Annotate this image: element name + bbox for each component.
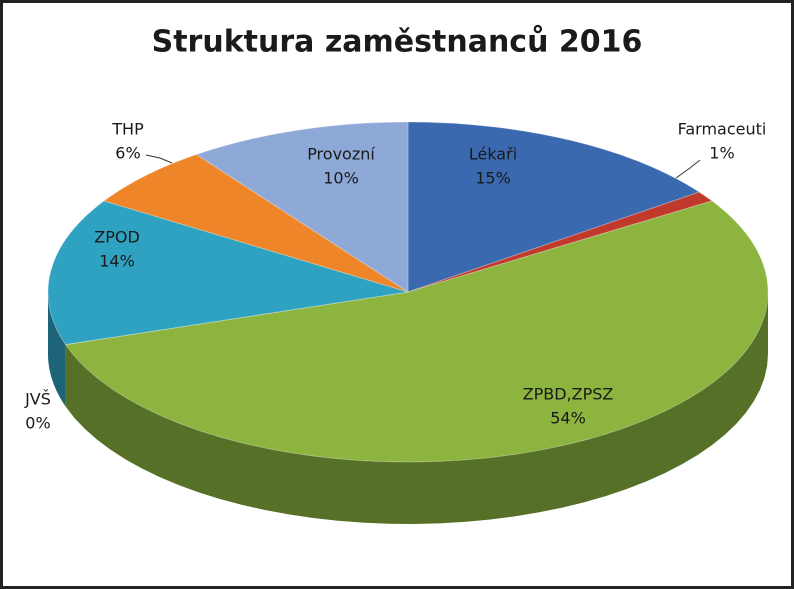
value-label: 15% [475, 169, 511, 188]
pie-side [65, 292, 769, 524]
value-label: 0% [25, 414, 50, 433]
slice-label: THP [111, 120, 144, 139]
chart-title: Struktura zaměstnanců 2016 [152, 24, 643, 60]
pie-side [48, 292, 66, 407]
pie-slice [407, 121, 701, 293]
slice-label: Provozní [307, 145, 375, 164]
pie-slice [64, 200, 769, 463]
value-label: 1% [709, 144, 734, 163]
leader-line [145, 154, 173, 164]
slice-label: ZPBD,ZPSZ [523, 385, 614, 404]
slice-label: JVŠ [24, 390, 51, 409]
value-label: 10% [323, 169, 359, 188]
pie-slice [195, 121, 409, 293]
pie-slice [65, 291, 409, 346]
slice-label: Lékaři [469, 145, 517, 164]
slice-label: Farmaceuti [678, 120, 767, 139]
pie-slice [102, 153, 409, 293]
leader-line [675, 159, 701, 179]
pie-slice [47, 200, 409, 346]
slice-label: ZPOD [94, 228, 140, 247]
value-label: 6% [115, 144, 140, 163]
value-label: 14% [99, 252, 135, 271]
pie-slice [407, 191, 714, 293]
value-label: 54% [550, 409, 586, 428]
